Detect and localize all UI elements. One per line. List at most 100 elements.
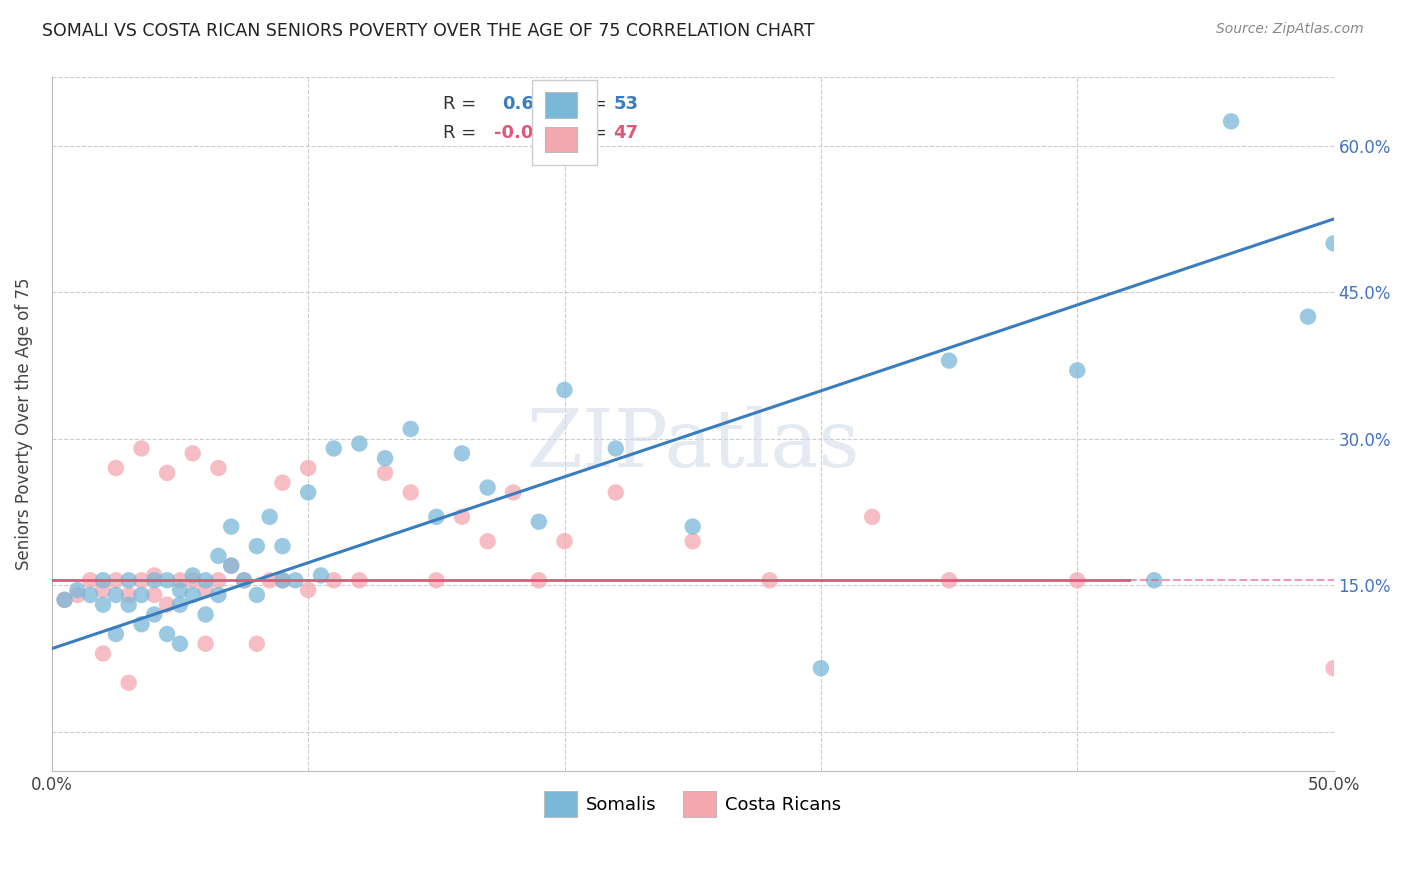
Point xyxy=(233,574,256,588)
Point xyxy=(322,574,344,588)
Text: R =: R = xyxy=(443,95,488,113)
Point xyxy=(156,574,179,588)
Text: N =: N = xyxy=(561,124,612,142)
Point xyxy=(527,574,550,588)
Point xyxy=(181,574,204,588)
Point xyxy=(246,637,269,651)
Point xyxy=(502,485,524,500)
Point xyxy=(1296,310,1319,324)
Point xyxy=(219,519,242,533)
Point xyxy=(1066,574,1088,588)
Point xyxy=(374,451,396,466)
Point xyxy=(156,598,179,612)
Point xyxy=(91,574,114,588)
Text: 53: 53 xyxy=(613,95,638,113)
Point xyxy=(131,442,153,456)
Point xyxy=(66,588,89,602)
Text: SOMALI VS COSTA RICAN SENIORS POVERTY OVER THE AGE OF 75 CORRELATION CHART: SOMALI VS COSTA RICAN SENIORS POVERTY OV… xyxy=(42,22,814,40)
Point xyxy=(271,475,294,490)
Point xyxy=(143,588,166,602)
Point xyxy=(207,574,229,588)
Text: Source: ZipAtlas.com: Source: ZipAtlas.com xyxy=(1216,22,1364,37)
Point xyxy=(322,442,344,456)
Point xyxy=(553,383,575,397)
Point xyxy=(143,607,166,622)
Legend: Somalis, Costa Ricans: Somalis, Costa Ricans xyxy=(537,784,848,824)
Point xyxy=(53,592,76,607)
Point xyxy=(1323,236,1346,251)
Point xyxy=(477,481,499,495)
Point xyxy=(1143,574,1166,588)
Text: 0.667: 0.667 xyxy=(502,95,558,113)
Point xyxy=(271,539,294,553)
Point xyxy=(297,582,319,597)
Point xyxy=(181,446,204,460)
Point xyxy=(605,485,627,500)
Point xyxy=(169,574,191,588)
Point xyxy=(246,539,269,553)
Point xyxy=(553,534,575,549)
Point xyxy=(451,509,474,524)
Point xyxy=(194,637,217,651)
Point xyxy=(79,588,101,602)
Text: -0.002: -0.002 xyxy=(494,124,558,142)
Point xyxy=(118,574,141,588)
Point xyxy=(131,588,153,602)
Point xyxy=(527,515,550,529)
Point xyxy=(104,574,127,588)
Point xyxy=(297,485,319,500)
Point xyxy=(181,588,204,602)
Point xyxy=(169,582,191,597)
Point xyxy=(938,574,960,588)
Point xyxy=(1066,363,1088,377)
Point xyxy=(131,617,153,632)
Point xyxy=(207,549,229,563)
Text: 47: 47 xyxy=(613,124,638,142)
Point xyxy=(271,574,294,588)
Point xyxy=(131,574,153,588)
Point xyxy=(259,574,281,588)
Point xyxy=(156,466,179,480)
Point xyxy=(425,509,447,524)
Point xyxy=(194,582,217,597)
Point xyxy=(118,675,141,690)
Point xyxy=(104,627,127,641)
Point xyxy=(91,598,114,612)
Point xyxy=(477,534,499,549)
Point xyxy=(451,446,474,460)
Point xyxy=(349,436,371,450)
Point xyxy=(1220,114,1243,128)
Point xyxy=(53,592,76,607)
Point xyxy=(66,582,89,597)
Text: ZIPatlas: ZIPatlas xyxy=(526,406,859,483)
Point xyxy=(233,574,256,588)
Point xyxy=(169,598,191,612)
Point xyxy=(207,461,229,475)
Point xyxy=(143,574,166,588)
Point xyxy=(104,588,127,602)
Point xyxy=(259,509,281,524)
Point xyxy=(399,485,422,500)
Point xyxy=(758,574,780,588)
Text: R =: R = xyxy=(443,124,482,142)
Point xyxy=(425,574,447,588)
Point xyxy=(194,574,217,588)
Point xyxy=(605,442,627,456)
Point xyxy=(207,588,229,602)
Point xyxy=(246,588,269,602)
Point xyxy=(104,461,127,475)
Point xyxy=(79,574,101,588)
Point xyxy=(181,568,204,582)
Point xyxy=(91,582,114,597)
Point xyxy=(91,647,114,661)
Point xyxy=(219,558,242,573)
Point xyxy=(938,353,960,368)
Point xyxy=(118,588,141,602)
Point xyxy=(194,607,217,622)
Point xyxy=(399,422,422,436)
Point xyxy=(271,574,294,588)
Point xyxy=(682,519,704,533)
Point xyxy=(297,461,319,475)
Text: N =: N = xyxy=(561,95,612,113)
Point xyxy=(1323,661,1346,675)
